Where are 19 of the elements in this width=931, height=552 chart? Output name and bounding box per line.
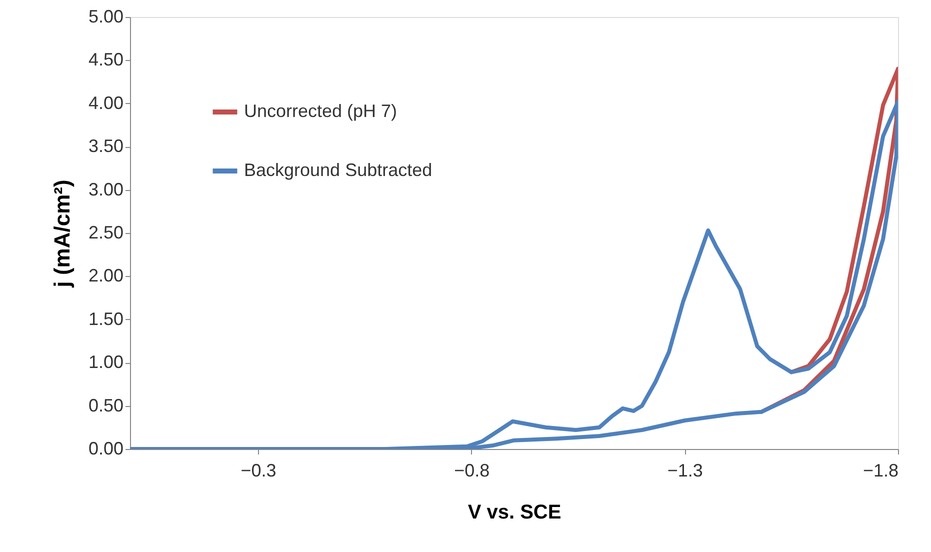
y-tick-label: 3.00	[88, 179, 124, 200]
x-tick-label: −1.8	[862, 460, 898, 480]
y-tick-label: 2.00	[88, 266, 124, 286]
y-axis-title: j (mA/cm²)	[49, 180, 74, 288]
x-tick-label: −0.3	[240, 460, 276, 480]
legend-label: Background Subtracted	[244, 160, 432, 180]
x-tick-label: −1.3	[667, 460, 703, 480]
y-tick-label: 4.50	[88, 50, 124, 70]
y-tick-label: 0.00	[88, 438, 124, 458]
y-tick-label: 0.50	[88, 395, 124, 416]
y-tick-label: 2.50	[88, 222, 124, 242]
x-axis-title: V vs. SCE	[468, 502, 562, 524]
legend-label: Uncorrected (pH 7)	[244, 101, 398, 121]
x-tick-label: −0.8	[454, 460, 490, 480]
y-tick-label: 5.00	[88, 6, 124, 26]
y-tick-label: 4.00	[88, 92, 124, 113]
y-tick-label: 1.00	[88, 352, 124, 372]
y-tick-label: 1.50	[88, 308, 124, 329]
y-tick-label: 3.50	[88, 136, 124, 156]
